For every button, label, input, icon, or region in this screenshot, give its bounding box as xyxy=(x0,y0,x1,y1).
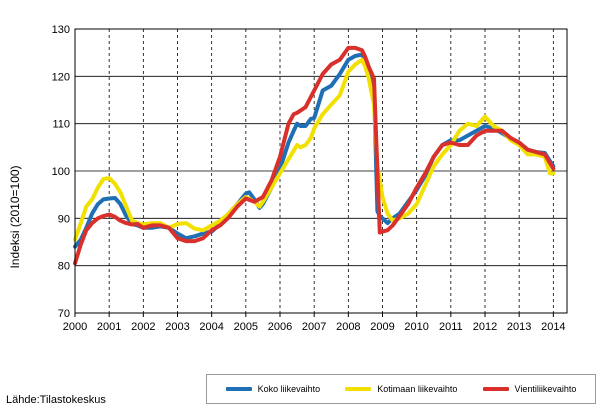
x-axis-ticks: 2000 2001 2002 2003 2004 2005 2006 2007 2008 2009… xyxy=(63,313,566,333)
y-tick-label: 100 xyxy=(52,166,70,178)
legend-swatch xyxy=(345,387,372,391)
x-tick-label: 2010 xyxy=(404,321,428,333)
x-tick-label: 2000 xyxy=(63,321,87,333)
series-line-vientiliikevaihto xyxy=(73,45,556,266)
y-tick-label: 120 xyxy=(52,71,70,83)
legend-item: Koko liikevaihto xyxy=(225,384,321,394)
x-tick-label: 2002 xyxy=(131,321,155,333)
x-tick-label: 2014 xyxy=(541,321,565,333)
y-tick-label: 130 xyxy=(52,24,70,36)
legend-swatch xyxy=(225,387,252,391)
y-tick-label: 90 xyxy=(58,213,70,225)
x-tick-label: 2007 xyxy=(302,321,326,333)
x-tick-label: 2011 xyxy=(439,321,463,333)
legend: Koko liikevaihto Kotimaan liikevaihto Vien… xyxy=(206,374,596,404)
y-axis-label: Indeksi (2010=100) xyxy=(8,165,22,268)
x-tick-label: 2001 xyxy=(97,321,121,333)
legend-label: Kotimaan liikevaihto xyxy=(377,384,458,394)
plot-frame xyxy=(74,28,568,314)
x-tick-label: 2012 xyxy=(473,321,497,333)
legend-item: Vientiliikevaihto xyxy=(482,384,577,394)
legend-label: Vientiliikevaihto xyxy=(514,384,577,394)
legend-label: Koko liikevaihto xyxy=(257,384,321,394)
legend-item: Kotimaan liikevaihto xyxy=(345,384,457,394)
x-tick-label: 2006 xyxy=(268,321,292,333)
x-tick-label: 2005 xyxy=(234,321,258,333)
legend-swatch xyxy=(482,387,509,391)
y-tick-label: 80 xyxy=(58,261,70,273)
x-tick-label: 2009 xyxy=(370,321,394,333)
y-tick-label: 70 xyxy=(58,308,70,320)
series-layer xyxy=(73,45,556,266)
grid xyxy=(75,29,567,313)
x-tick-label: 2013 xyxy=(507,321,531,333)
x-tick-label: 2008 xyxy=(336,321,360,333)
y-axis-ticks: 70 80 90 100 110 120 130 xyxy=(52,24,70,320)
y-tick-label: 110 xyxy=(52,119,70,131)
x-tick-label: 2003 xyxy=(165,321,189,333)
x-tick-label: 2004 xyxy=(199,321,223,333)
source-note: Lähde:Tilastokeskus xyxy=(6,394,106,406)
